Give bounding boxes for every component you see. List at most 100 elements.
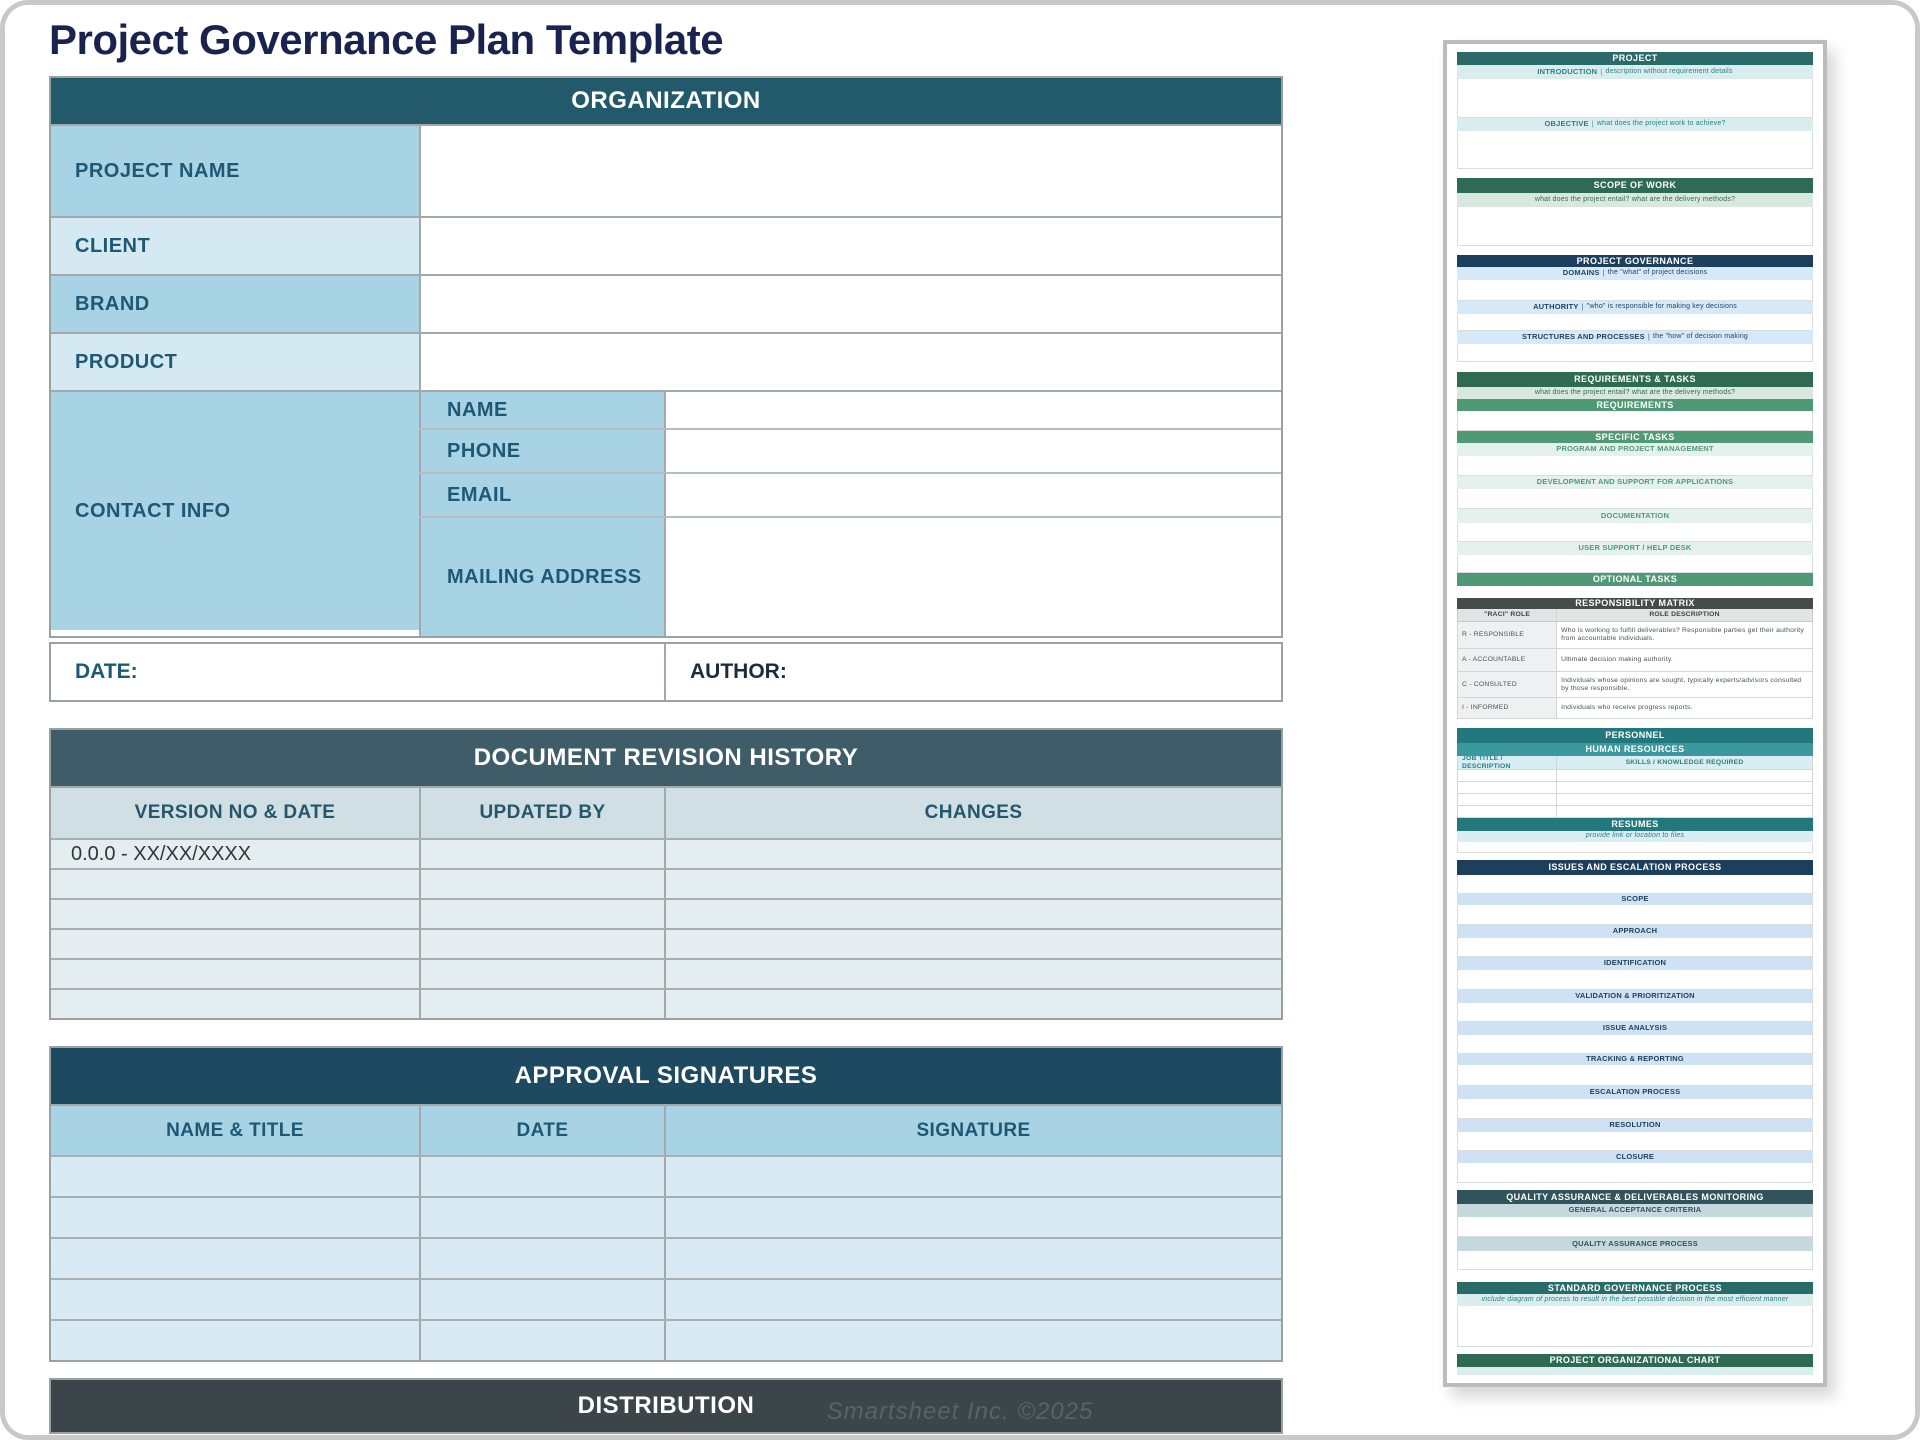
approval-signatures-table: APPROVAL SIGNATURES NAME & TITLE DATE SI… [49, 1046, 1283, 1362]
table-cell [664, 840, 1281, 868]
contact-email-field[interactable] [664, 474, 1281, 516]
sidebar-cell [1557, 782, 1812, 793]
sidebar-row: PROGRAM AND PROJECT MANAGEMENT [1457, 443, 1813, 456]
sidebar-row: TRACKING & REPORTING [1457, 1054, 1813, 1065]
sidebar-row: SPECIFIC TASKS [1457, 431, 1813, 443]
sidebar-row: what does the project entail? what are t… [1457, 387, 1813, 399]
sidebar-row [1457, 362, 1813, 372]
distribution-header: DISTRIBUTION [51, 1380, 1281, 1432]
table-cell [419, 1239, 664, 1278]
sidebar-row [1457, 456, 1813, 476]
sidebar-row: VALIDATION & PRIORITIZATION [1457, 990, 1813, 1003]
col-updated-by: UPDATED BY [419, 788, 664, 838]
sidebar-row: SCOPE OF WORK [1457, 178, 1813, 193]
date-author-row: DATE: AUTHOR: [49, 642, 1283, 702]
sidebar-row [1457, 1251, 1813, 1270]
sidebar-cell: Who is working to fulfill deliverables? … [1561, 627, 1804, 642]
sidebar-row: what does the project entail? what are t… [1457, 193, 1813, 207]
sidebar-cell: "RACI" ROLE [1458, 609, 1558, 621]
table-cell [664, 960, 1281, 988]
sidebar-row [1457, 131, 1813, 169]
sidebar-row: ISSUES AND ESCALATION PROCESS [1457, 860, 1813, 875]
organization-header: ORGANIZATION [51, 78, 1281, 124]
sidebar-row [1457, 938, 1813, 957]
table-row [51, 958, 1281, 988]
sidebar-row: OBJECTIVE | what does the project work to … [1457, 118, 1813, 131]
table-cell [664, 1157, 1281, 1196]
sidebar-row: OPTIONAL TASKS [1457, 573, 1813, 586]
table-cell [51, 990, 419, 1018]
sidebar-cell [1458, 806, 1558, 817]
col-signature: SIGNATURE [664, 1106, 1281, 1155]
template-preview-thumbnail: PROJECT INTRODUCTION | description without … [1443, 40, 1827, 1387]
sidebar-row [1457, 489, 1813, 509]
contact-name-label: NAME [419, 392, 664, 428]
sidebar-row [1457, 1003, 1813, 1022]
sidebar-row [1457, 842, 1813, 853]
sidebar-row [1457, 246, 1813, 255]
table-row [51, 1237, 1281, 1278]
table-cell [419, 1157, 664, 1196]
sidebar-cell [1557, 806, 1812, 817]
contact-phone-field[interactable] [664, 430, 1281, 472]
sidebar-row [1457, 1347, 1813, 1354]
sidebar-row: QUALITY ASSURANCE & DELIVERABLES MONITOR… [1457, 1190, 1813, 1204]
sidebar-cell: JOB TITLE / DESCRIPTION [1458, 756, 1558, 769]
col-changes: CHANGES [664, 788, 1281, 838]
col-version-no-date: VERSION NO & DATE [51, 788, 419, 838]
sidebar-cell: Individuals who receive progress reports… [1561, 704, 1693, 712]
table-row [51, 1278, 1281, 1319]
table-row [51, 1319, 1281, 1360]
sidebar-row [1457, 344, 1813, 362]
sidebar-row: USER SUPPORT / HELP DESK [1457, 542, 1813, 555]
contact-mailing-address-field[interactable] [664, 518, 1281, 636]
sidebar-cell: Ultimate decision making authority. [1561, 656, 1674, 664]
sidebar-row [1457, 314, 1813, 331]
table-cell [419, 930, 664, 958]
table-cell [419, 960, 664, 988]
sidebar-row: RESOLUTION [1457, 1119, 1813, 1132]
brand-field[interactable] [419, 276, 1281, 332]
sidebar-row [1457, 586, 1813, 598]
table-cell [419, 840, 664, 868]
client-field[interactable] [419, 218, 1281, 274]
sidebar-table-row [1457, 806, 1813, 818]
sidebar-row: DOCUMENTATION [1457, 509, 1813, 523]
sidebar-row: APPROACH [1457, 925, 1813, 938]
table-row [51, 898, 1281, 928]
product-label: PRODUCT [51, 334, 419, 390]
contact-email-label: EMAIL [419, 474, 664, 516]
sidebar-row: SCOPE [1457, 894, 1813, 905]
sidebar-row: PROJECT GOVERNANCE [1457, 255, 1813, 267]
author-label: AUTHOR: [664, 644, 1281, 700]
sidebar-cell: Individuals whose opinions are sought, t… [1561, 676, 1802, 692]
sidebar-cell [1458, 782, 1558, 793]
col-name-title: NAME & TITLE [51, 1106, 419, 1155]
sidebar-row [1457, 1217, 1813, 1237]
table-cell [664, 1321, 1281, 1360]
table-cell [664, 870, 1281, 898]
sidebar-table-row: I - INFORMED Individuals who receive prog… [1457, 698, 1813, 719]
sidebar-row [1457, 411, 1813, 431]
brand-label: BRAND [51, 276, 419, 332]
contact-name-field[interactable] [664, 392, 1281, 428]
sidebar-row: PROJECT ORGANIZATIONAL CHART [1457, 1354, 1813, 1367]
sidebar-row: PERSONNEL [1457, 728, 1813, 743]
sidebar-row [1457, 280, 1813, 301]
table-cell [664, 900, 1281, 928]
sidebar-table-row [1457, 794, 1813, 806]
table-cell [664, 930, 1281, 958]
page-title: Project Governance Plan Template [49, 16, 724, 63]
approval-signatures-header: APPROVAL SIGNATURES [51, 1048, 1281, 1104]
product-field[interactable] [419, 334, 1281, 390]
sidebar-row [1457, 905, 1813, 925]
sidebar-row [1457, 1183, 1813, 1190]
sidebar-cell: I - INFORMED [1458, 698, 1558, 718]
sidebar-row: include diagram of process to result in … [1457, 1294, 1813, 1306]
sidebar-row: GENERAL ACCEPTANCE CRITERIA [1457, 1204, 1813, 1217]
project-name-field[interactable] [419, 126, 1281, 216]
sidebar-table-row [1457, 770, 1813, 782]
sidebar-table-row: R - RESPONSIBLE Who is working to fulfill… [1457, 622, 1813, 649]
sidebar-cell [1557, 794, 1812, 805]
table-cell [51, 1321, 419, 1360]
